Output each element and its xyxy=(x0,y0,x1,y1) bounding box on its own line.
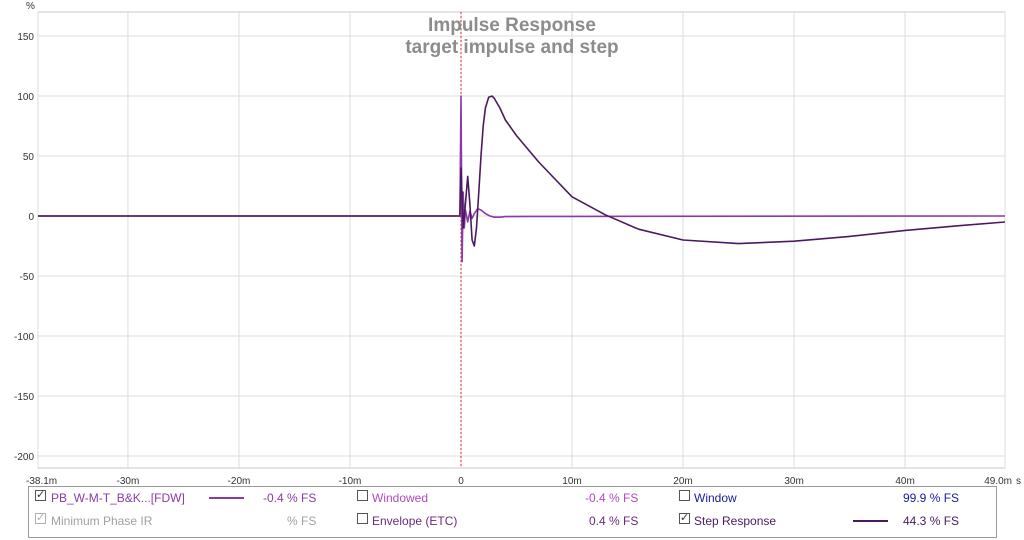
y-tick-label: -150 xyxy=(14,392,34,403)
y-tick-label: 50 xyxy=(23,152,35,163)
envelope-label: Envelope (ETC) xyxy=(372,514,458,528)
impulse-response-line xyxy=(38,95,1006,263)
window-label: Window xyxy=(694,491,737,505)
window-value: 99.9 % FS xyxy=(903,491,960,505)
x-tick-label: 30m xyxy=(784,476,803,486)
x-tick-label: 0 xyxy=(458,476,464,486)
x-tick-label: -10m xyxy=(339,476,362,486)
chart-title: Impulse Response xyxy=(428,15,596,36)
window-checkbox[interactable] xyxy=(679,490,690,501)
plot-area xyxy=(37,11,1006,469)
legend-row-1: ✓ PB_W-M-T_B&K...[FDW] -0.4 % FS Windowe… xyxy=(29,487,996,509)
minphase-value: % FS xyxy=(287,514,317,528)
windowed-checkbox[interactable] xyxy=(357,490,368,501)
x-tick-label: 10m xyxy=(562,476,581,486)
envelope-value: 0.4 % FS xyxy=(589,514,639,528)
x-unit-label: s xyxy=(1016,476,1021,486)
y-tick-label: 150 xyxy=(17,32,34,43)
legend-panel: ✓ PB_W-M-T_B&K...[FDW] -0.4 % FS Windowe… xyxy=(28,486,997,538)
step-response-line xyxy=(38,95,1006,247)
x-tick-label: -20m xyxy=(228,476,251,486)
y-tick-label: -100 xyxy=(14,332,34,343)
ir-line-swatch xyxy=(209,497,244,499)
minphase-checkbox[interactable]: ✓ xyxy=(35,512,46,524)
y-tick-label: 100 xyxy=(17,92,34,103)
y-axis-ticks: 150 100 50 0 -50 -100 -150 -200 xyxy=(14,32,34,463)
x-tick-label: 49.0m xyxy=(984,476,1012,486)
step-label: Step Response xyxy=(694,514,777,528)
step-line-swatch xyxy=(853,520,888,522)
windowed-value: -0.4 % FS xyxy=(585,491,639,505)
x-tick-label: 40m xyxy=(895,476,914,486)
chart-subtitle: target impulse and step xyxy=(405,37,618,58)
ir-series-label: PB_W-M-T_B&K...[FDW] xyxy=(51,491,185,505)
y-tick-label: -200 xyxy=(14,452,34,463)
minphase-label: Minimum Phase IR xyxy=(51,514,153,528)
x-axis-ticks: -38.1m -30m -20m -10m 0 10m 20m 30m 40m 49.0m xyxy=(26,476,1012,486)
x-tick-label: -38.1m xyxy=(26,476,57,486)
step-checkbox[interactable]: ✓ xyxy=(679,512,690,524)
x-tick-label: 20m xyxy=(673,476,692,486)
y-tick-label: -50 xyxy=(20,272,35,283)
envelope-checkbox[interactable] xyxy=(357,513,368,524)
step-value: 44.3 % FS xyxy=(903,514,960,528)
legend-row-2: ✓ Minimum Phase IR % FS Envelope (ETC) 0… xyxy=(29,510,996,532)
y-tick-label: 0 xyxy=(28,212,34,223)
ir-series-value: -0.4 % FS xyxy=(263,491,317,505)
x-tick-label: -30m xyxy=(117,476,140,486)
series-lines xyxy=(38,95,1006,263)
ir-checkbox[interactable]: ✓ xyxy=(35,489,46,501)
windowed-label: Windowed xyxy=(372,491,429,505)
y-unit-label: % xyxy=(26,1,35,12)
